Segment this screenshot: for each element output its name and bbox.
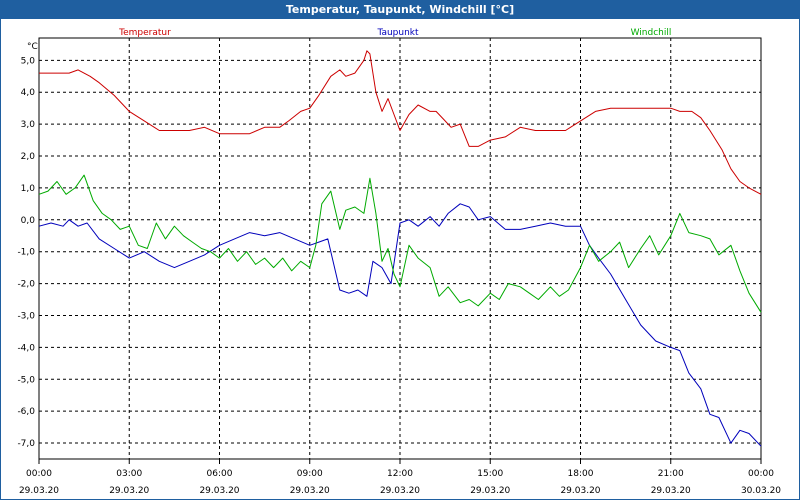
y-tick-label: 3,0: [21, 120, 36, 130]
y-tick-label: -4,0: [17, 343, 35, 353]
legend-taupunkt: Taupunkt: [376, 28, 419, 38]
x-tick-date: 30.03.20: [741, 486, 781, 496]
series-line-taupunkt: [38, 203, 762, 447]
x-tick-time: 00:00: [26, 469, 52, 479]
legend-temperatur: Temperatur: [118, 28, 171, 38]
x-tick-time: 03:00: [116, 469, 142, 479]
x-tick-time: 09:00: [297, 469, 323, 479]
y-axis-ticks: 5,0 4,0 3,0 2,0 1,0 0,0 -1,0 -2,0 -3,0 -4,0 -5,0 -6…: [17, 56, 35, 449]
series-lines: [38, 50, 762, 447]
x-tick-date: 29.03.20: [470, 486, 510, 496]
chart-title: Temperatur, Taupunkt, Windchill [°C]: [1, 1, 799, 19]
y-tick-label: -5,0: [17, 375, 35, 385]
x-tick-time: 06:00: [207, 469, 233, 479]
x-tick-time: 00:00: [748, 469, 774, 479]
y-tick-label: -7,0: [17, 439, 35, 449]
y-tick-label: -6,0: [17, 407, 35, 417]
x-tick-date: 29.03.20: [109, 486, 149, 496]
legend-windchill: Windchill: [631, 28, 672, 38]
x-tick-date: 29.03.20: [380, 486, 420, 496]
y-tick-label: 1,0: [21, 184, 36, 194]
x-tick-date: 29.03.20: [651, 486, 691, 496]
legend: Temperatur Taupunkt Windchill: [118, 28, 671, 38]
x-tick-date: 29.03.20: [560, 486, 600, 496]
x-tick-date: 29.03.20: [199, 486, 239, 496]
y-tick-label: 5,0: [21, 56, 36, 66]
series-line-windchill: [38, 174, 762, 313]
x-tick-date: 29.03.20: [19, 486, 59, 496]
grid-lines: [39, 38, 761, 459]
x-tick-time: 18:00: [568, 469, 594, 479]
x-tick-date: 29.03.20: [290, 486, 330, 496]
x-tick-time: 12:00: [387, 469, 413, 479]
series-line-temperatur: [39, 50, 762, 195]
y-tick-label: 4,0: [21, 88, 36, 98]
x-tick-time: 21:00: [658, 469, 684, 479]
y-tick-label: -3,0: [17, 311, 35, 321]
y-tick-label: -1,0: [17, 248, 35, 258]
x-axis-ticks: 00:00 29.03.20 03:00 29.03.20 06:00 29.03.20 0…: [19, 459, 781, 496]
y-tick-label: 2,0: [21, 152, 36, 162]
y-tick-label: -2,0: [17, 280, 35, 290]
y-axis-label: °C: [27, 42, 38, 52]
x-tick-time: 15:00: [477, 469, 503, 479]
y-tick-label: 0,0: [21, 216, 36, 226]
